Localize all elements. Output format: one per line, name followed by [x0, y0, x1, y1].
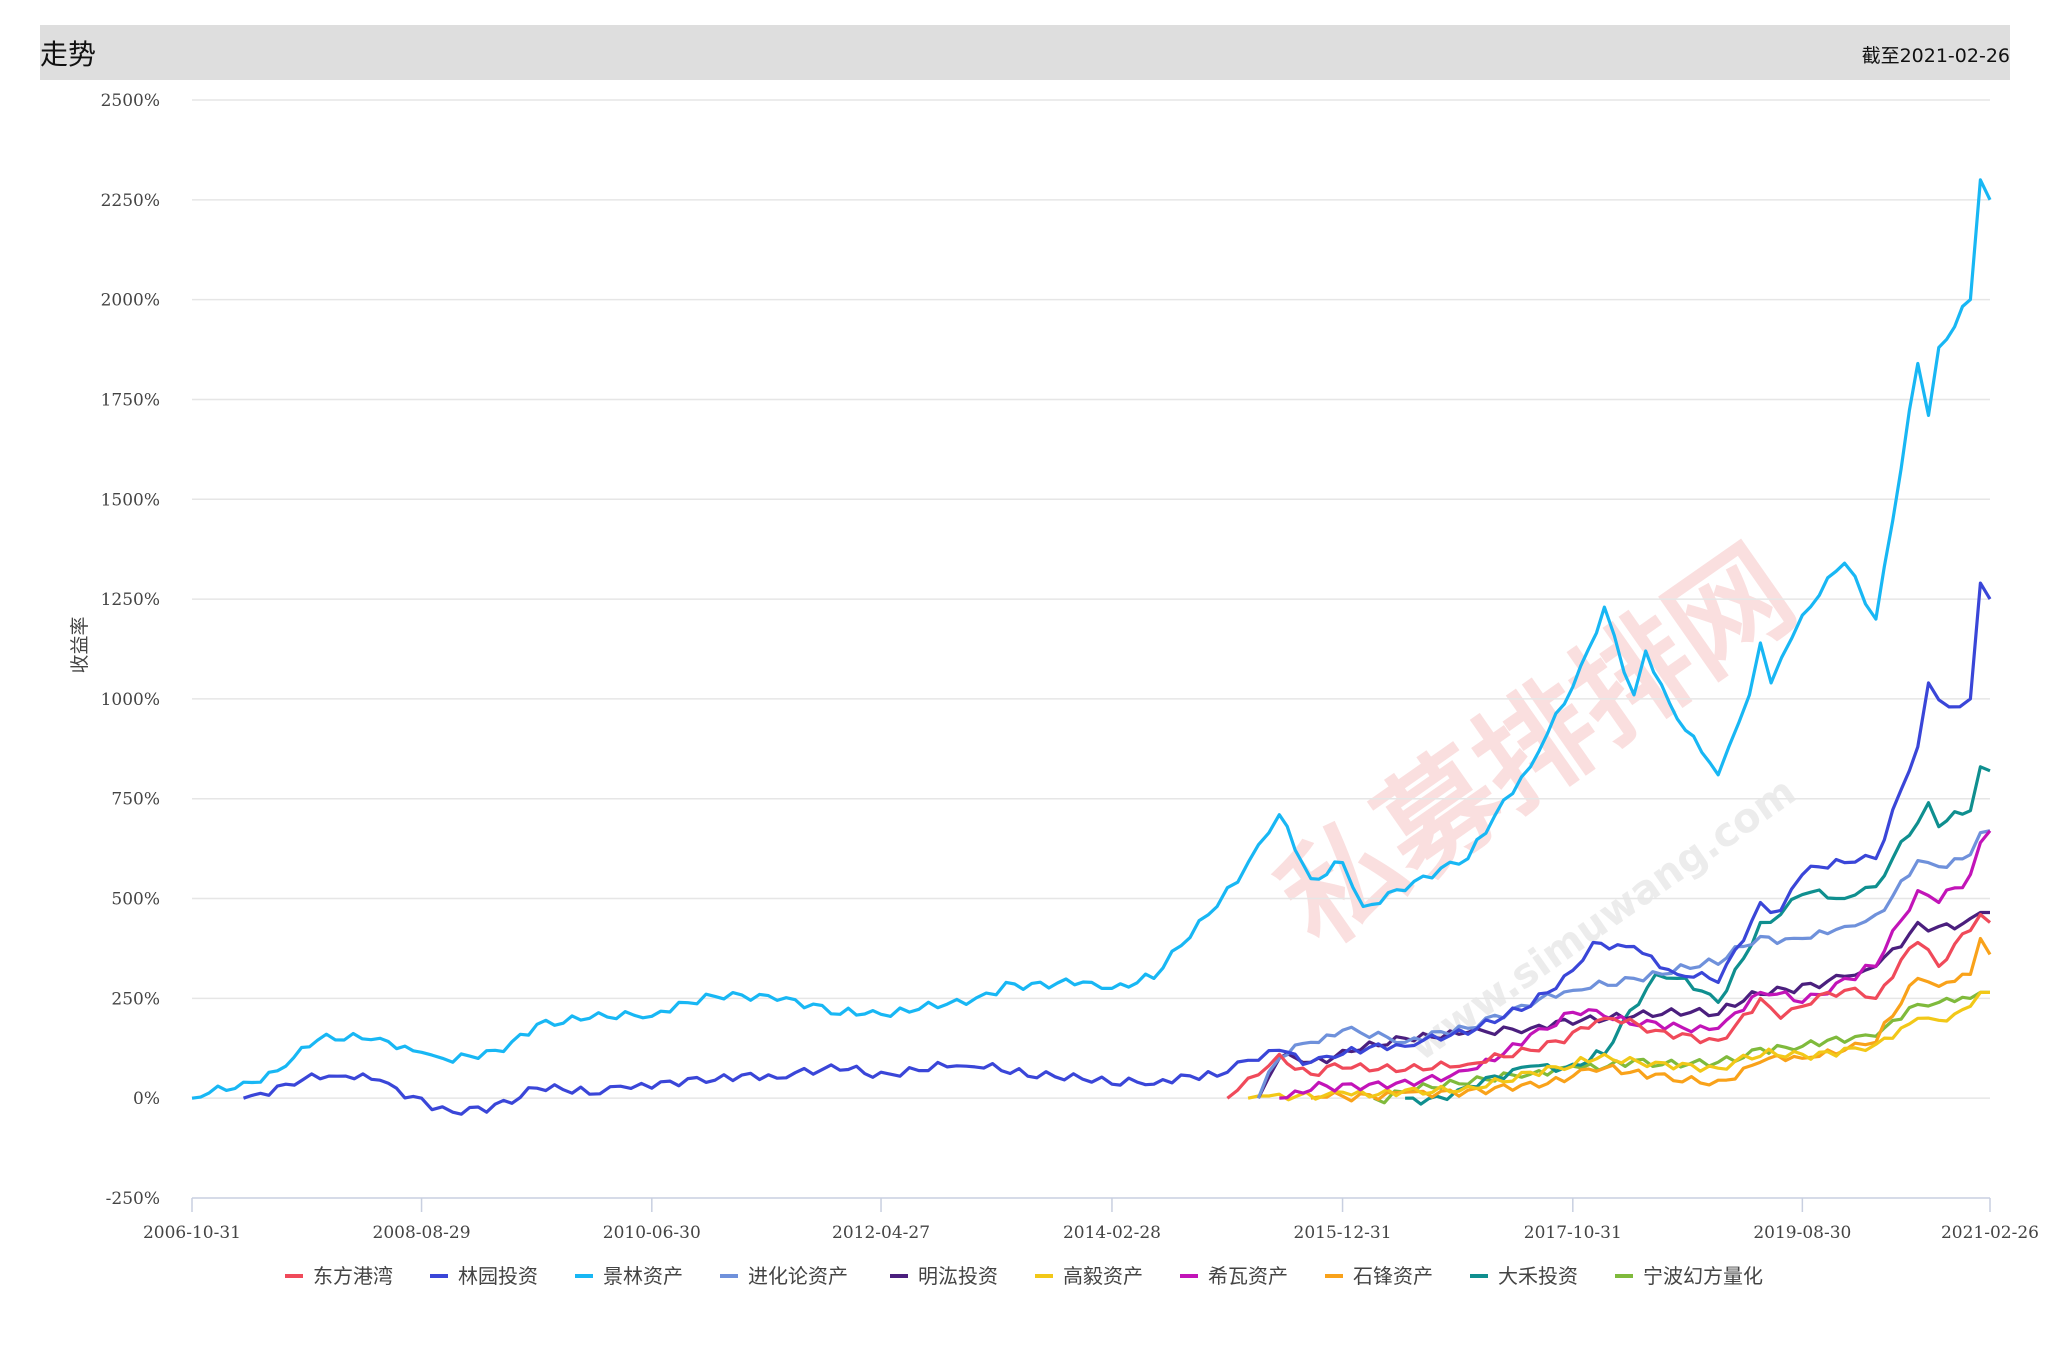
page-title: 走势: [40, 38, 97, 71]
series-line: [1279, 829, 1992, 1100]
series-line: [191, 178, 1992, 1100]
as-of-date-label: 截至2021-02-26: [1861, 45, 2010, 67]
x-tick-label: 2015-12-31: [1294, 1223, 1392, 1243]
x-tick-label: 2006-10-31: [143, 1223, 241, 1243]
y-tick-label: 500%: [111, 890, 160, 910]
series-line: [1226, 912, 1992, 1100]
series-line: [1310, 936, 1992, 1103]
y-tick-label: 1000%: [101, 690, 160, 710]
y-tick-label: -250%: [106, 1189, 160, 1209]
y-tick-label: 2500%: [101, 91, 160, 111]
legend-item[interactable]: 高毅资产: [1035, 1264, 1143, 1288]
legend-item[interactable]: 石锋资产: [1325, 1264, 1433, 1288]
legend-label: 高毅资产: [1063, 1264, 1143, 1288]
watermark: 私募排排网 www.simuwang.com: [1255, 521, 1817, 1071]
y-tick-label: 2250%: [101, 191, 160, 211]
x-tick-label: 2008-08-29: [373, 1223, 471, 1243]
legend-label: 宁波幻方量化: [1643, 1264, 1763, 1288]
legend: 东方港湾 林园投资 景林资产 进化论资产 明汯投资 高毅资产 希瓦资产 石锋资产 大禾投资 宁波幻…: [285, 1264, 1763, 1288]
x-tick-label: 2019-08-30: [1753, 1223, 1851, 1243]
series-line: [1405, 765, 1991, 1106]
legend-label: 林园投资: [458, 1264, 538, 1288]
legend-label: 景林资产: [603, 1264, 683, 1288]
legend-label: 大禾投资: [1498, 1264, 1578, 1288]
x-tick-label: 2021-02-26: [1941, 1223, 2039, 1243]
legend-item[interactable]: 景林资产: [575, 1264, 683, 1288]
legend-item[interactable]: 林园投资: [430, 1264, 538, 1288]
legend-item[interactable]: 进化论资产: [720, 1264, 848, 1288]
legend-item[interactable]: 希瓦资产: [1180, 1264, 1288, 1288]
legend-label: 石锋资产: [1353, 1264, 1433, 1288]
x-tick-label: 2012-04-27: [832, 1223, 930, 1243]
x-tick-label: 2014-02-28: [1063, 1223, 1161, 1243]
legend-item[interactable]: 东方港湾: [285, 1264, 393, 1288]
legend-item[interactable]: 大禾投资: [1470, 1264, 1578, 1288]
y-tick-label: 250%: [111, 989, 160, 1009]
series-line: [1247, 990, 1990, 1102]
y-axis: 2500% 2250% 2000% 1750% 1500% 1250% 1000% 750% 5…: [101, 91, 160, 1209]
y-tick-label: 1500%: [101, 490, 160, 510]
y-tick-label: 750%: [111, 790, 160, 810]
series-lines: [191, 178, 1992, 1116]
y-tick-label: 1250%: [101, 590, 160, 610]
x-tick-label: 2010-06-30: [603, 1223, 701, 1243]
legend-item[interactable]: 宁波幻方量化: [1615, 1264, 1763, 1288]
x-tick-label: 2017-10-31: [1524, 1223, 1622, 1243]
legend-label: 进化论资产: [748, 1264, 848, 1288]
series-line: [1256, 829, 1991, 1099]
x-axis: 2006-10-31 2008-08-29 2010-06-30 2012-04-27…: [143, 1198, 2039, 1243]
watermark-main: 私募排排网: [1255, 521, 1817, 972]
y-axis-title: 收益率: [69, 616, 91, 673]
grid: [192, 99, 1990, 1199]
series-line: [242, 581, 1992, 1116]
header-bar: 走势 截至2021-02-26: [40, 25, 2010, 80]
y-tick-label: 0%: [133, 1089, 160, 1109]
y-tick-label: 1750%: [101, 390, 160, 410]
y-tick-label: 2000%: [101, 291, 160, 311]
legend-item[interactable]: 明汯投资: [890, 1264, 998, 1288]
legend-label: 明汯投资: [918, 1264, 998, 1288]
legend-label: 希瓦资产: [1208, 1264, 1288, 1288]
legend-label: 东方港湾: [313, 1264, 393, 1288]
